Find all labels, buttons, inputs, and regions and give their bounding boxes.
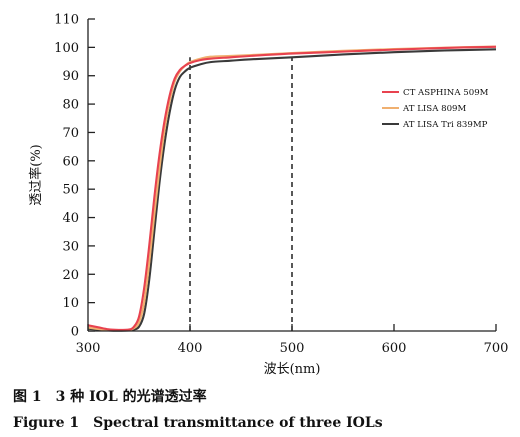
tick-labels: 0 10 20 30 40 50 60 70 80 90 100 110 300 400 500 600 700: [54, 13, 508, 357]
y-tick-label: 90: [62, 69, 79, 84]
x-tick-label: 600: [382, 341, 407, 356]
x-axis-title: 波长(nm): [264, 362, 321, 377]
x-tick-label: 300: [76, 341, 101, 356]
y-tick-label: 60: [62, 154, 79, 169]
legend: CT ASPHINA 509M AT LISA 809M AT LISA Tri 8…: [382, 88, 489, 130]
reference-lines: [189, 57, 293, 331]
y-tick-label: 50: [62, 183, 79, 198]
y-axis-title: 透过率(%): [28, 144, 44, 206]
y-tick-label: 30: [62, 239, 79, 254]
figure-caption-chinese: 图 1 3 种 IOL 的光谱透过率: [13, 389, 207, 405]
y-tick-label: 80: [62, 98, 79, 113]
y-tick-label: 110: [54, 13, 79, 28]
series-line: [87, 45, 497, 331]
y-tick-label: 20: [62, 268, 79, 283]
legend-label: AT LISA 809M: [402, 104, 467, 114]
legend-label: CT ASPHINA 509M: [403, 88, 489, 98]
transmittance-chart: 0 10 20 30 40 50 60 70 80 90 100 110 300 400 500 600 700…: [28, 13, 508, 378]
y-tick-label: 0: [71, 325, 79, 340]
y-tick-label: 40: [62, 211, 79, 226]
y-tick-label: 10: [62, 296, 79, 311]
axes: [87, 18, 497, 332]
figure-caption-english: Figure 1 Spectral transmittance of three…: [13, 415, 383, 431]
y-tick-label: 70: [62, 126, 79, 141]
x-tick-label: 700: [484, 341, 509, 356]
x-tick-label: 500: [280, 341, 305, 356]
x-tick-label: 400: [178, 341, 203, 356]
y-tick-label: 100: [54, 41, 79, 56]
legend-label: AT LISA Tri 839MP: [402, 120, 488, 130]
